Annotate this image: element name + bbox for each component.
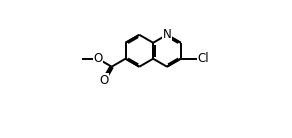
Text: O: O (99, 74, 108, 87)
Text: Cl: Cl (198, 52, 209, 65)
Text: O: O (93, 52, 102, 65)
Text: N: N (163, 28, 171, 41)
